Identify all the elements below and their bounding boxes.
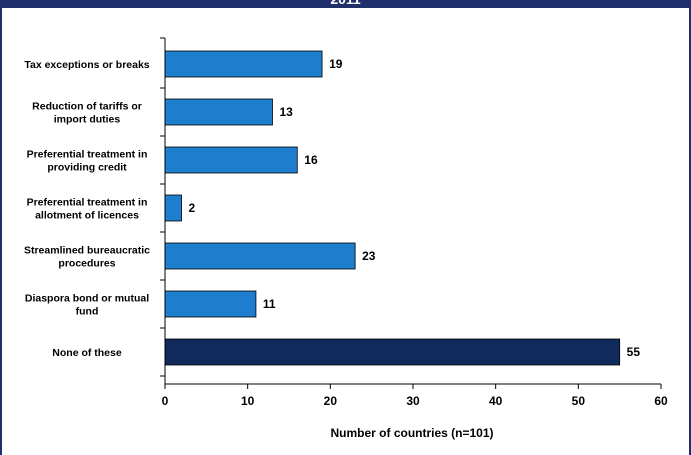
- x-tick-label-2: 20: [324, 394, 338, 408]
- x-tick-label-6: 60: [654, 394, 668, 408]
- value-label-1: 13: [279, 105, 293, 119]
- value-label-3: 2: [189, 201, 196, 215]
- x-tick-label-1: 10: [241, 394, 255, 408]
- bar-0: [164, 50, 323, 78]
- x-tick-label-3: 30: [406, 394, 420, 408]
- bar-2: [164, 146, 298, 174]
- category-label-6: None of these: [52, 347, 122, 359]
- value-labels-group: 19 13 16 2 23 11 55: [189, 57, 641, 359]
- category-label-3: Preferential treatment in allotment of li…: [27, 197, 148, 222]
- chart-title: 2011: [2, 0, 689, 7]
- category-label-4: Streamlined bureaucratic procedures: [24, 245, 150, 270]
- bar-5: [164, 290, 257, 318]
- value-label-0: 19: [329, 57, 343, 71]
- axes-group: 0 10 20 30 40 50 60: [160, 37, 668, 408]
- bars-group: [164, 50, 621, 366]
- chart-title-bar: 2011: [2, 0, 689, 8]
- bar-4: [164, 242, 356, 270]
- value-label-4: 23: [362, 249, 376, 263]
- bar-3: [164, 194, 182, 222]
- x-tick-label-0: 0: [162, 394, 169, 408]
- value-label-2: 16: [304, 153, 318, 167]
- value-label-5: 11: [263, 297, 276, 311]
- x-tick-label-5: 50: [572, 394, 586, 408]
- bar-6: [164, 338, 621, 366]
- x-axis-label: Number of countries (n=101): [330, 426, 493, 440]
- category-label-5: Diaspora bond or mutual fund: [25, 293, 149, 318]
- category-labels-group: Tax exceptions or breaks Reduction of tar…: [24, 59, 150, 359]
- x-tick-label-4: 40: [489, 394, 503, 408]
- bar-1: [164, 98, 273, 126]
- category-label-1: Reduction of tariffs or import duties: [32, 101, 142, 126]
- category-label-2: Preferential treatment in providing credi…: [27, 149, 148, 174]
- value-label-6: 55: [627, 345, 641, 359]
- category-label-0: Tax exceptions or breaks: [24, 59, 149, 71]
